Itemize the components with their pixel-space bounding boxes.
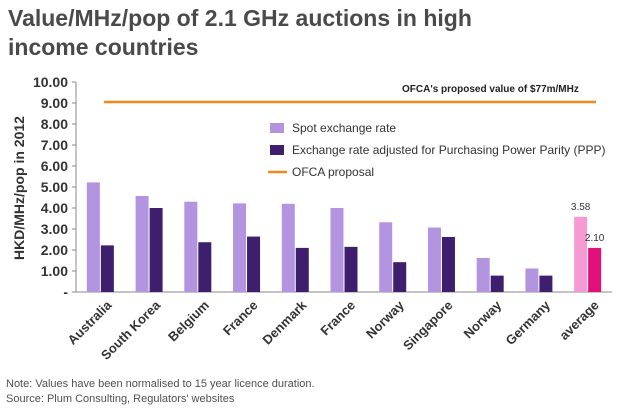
y-tick-label: 2.00	[41, 242, 68, 258]
y-tick-label: 8.00	[41, 116, 68, 132]
data-label: 2.10	[585, 233, 605, 244]
x-tick-label: Norway	[460, 297, 504, 341]
bar-ppp	[149, 208, 163, 292]
bar-spot	[574, 216, 588, 292]
source-note: Source: Plum Consulting, Regulators' web…	[6, 393, 235, 405]
bar-spot	[135, 196, 149, 292]
x-tick-label: Belgium	[165, 298, 212, 345]
y-tick-label: -	[63, 284, 68, 300]
legend-swatch	[270, 145, 284, 155]
y-tick-label: 7.00	[41, 137, 68, 153]
bar-spot	[525, 268, 539, 292]
bar-spot	[330, 208, 344, 292]
footnote: Note: Values have been normalised to 15 …	[6, 378, 315, 390]
y-tick-label: 5.00	[41, 179, 68, 195]
y-tick-label: 9.00	[41, 95, 68, 111]
bar-ppp	[295, 247, 309, 292]
y-tick-label: 3.00	[41, 221, 68, 237]
bar-ppp	[100, 245, 114, 292]
bar-spot	[379, 222, 393, 292]
x-tick-label: Norway	[363, 297, 407, 341]
x-tick-label: France	[317, 298, 358, 339]
bar-spot	[427, 227, 441, 292]
legend-swatch	[270, 123, 284, 133]
bar-ppp	[198, 242, 212, 292]
bar-ppp	[441, 236, 455, 292]
bar-spot	[184, 201, 198, 292]
y-axis-label: HKD/MHz/pop in 2012	[11, 116, 27, 260]
plot-area: - 1.00 2.00 3.00 4.00 5.00 6.00 7.00 8.00 9.00 10.…	[33, 74, 612, 363]
y-tick-label: 10.00	[33, 74, 68, 90]
bar-ppp	[539, 275, 553, 292]
chart-title: Value/MHz/pop of 2.1 GHz auctions in hig…	[8, 5, 472, 60]
bar-ppp	[588, 247, 602, 292]
x-tick-label: Denmark	[259, 297, 309, 347]
bar-ppp	[490, 275, 504, 292]
data-label: 3.58	[571, 202, 591, 213]
y-tick-label: 4.00	[41, 200, 68, 216]
x-tick-label: Singapore	[400, 298, 456, 354]
bar-spot	[281, 203, 295, 292]
legend-label: OFCA proposal	[292, 165, 374, 179]
bar-ppp	[393, 262, 407, 292]
x-tick-label: Australia	[65, 297, 115, 347]
x-tick-label: average	[556, 298, 601, 343]
y-tick-label: 1.00	[41, 263, 68, 279]
bar-ppp	[247, 236, 261, 292]
x-tick-label: Germany	[503, 297, 554, 348]
x-tick-label: France	[220, 298, 261, 339]
reference-annotation: OFCA's proposed value of $77m/MHz	[402, 84, 579, 95]
bar-spot	[233, 203, 247, 292]
y-tick-label: 6.00	[41, 158, 68, 174]
legend-label: Spot exchange rate	[292, 121, 396, 135]
legend-label: Exchange rate adjusted for Purchasing Po…	[292, 143, 606, 157]
bar-spot	[86, 182, 100, 292]
bar-spot	[476, 257, 490, 292]
bar-ppp	[344, 246, 358, 292]
